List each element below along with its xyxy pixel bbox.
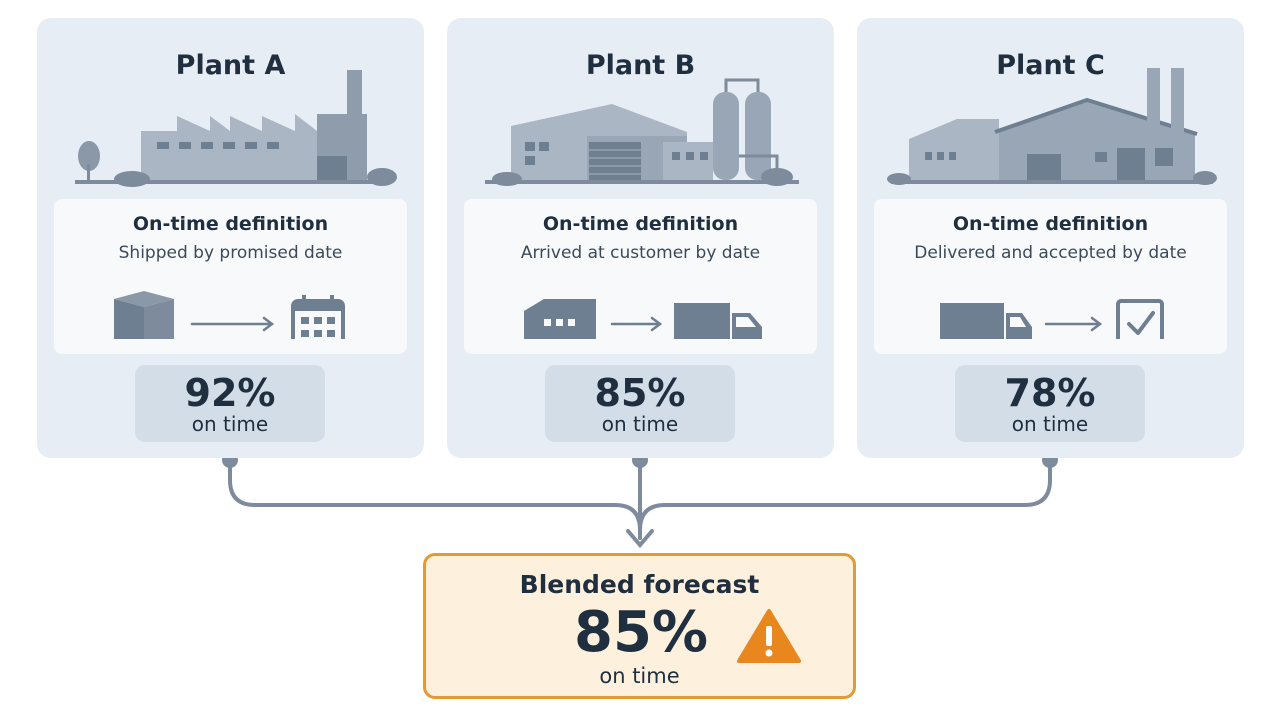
plant-card-b: Plant B On-time definition Arrived at cu…: [447, 18, 834, 458]
on-time-percent: 85%: [594, 371, 686, 415]
forecast-unit: on time: [599, 664, 680, 688]
plant-title: Plant A: [175, 50, 286, 81]
calendar-icon: [291, 295, 345, 339]
on-time-unit: on time: [191, 412, 269, 436]
truck-icon: [674, 303, 762, 339]
checkbox-icon: [1116, 299, 1164, 339]
plant-card-a: Plant A On-time definition Shipped by pr…: [37, 18, 424, 458]
plant-title: Plant C: [996, 50, 1105, 81]
on-time-percent: 78%: [1004, 371, 1096, 415]
on-time-badge: 78% on time: [955, 365, 1145, 442]
on-time-badge: 85% on time: [545, 365, 735, 442]
truck-icon: [940, 303, 1032, 339]
plant-card-c: Plant C On-time definition Delivered and…: [857, 18, 1244, 458]
warehouse-icon: [524, 299, 596, 339]
on-time-unit: on time: [1011, 412, 1089, 436]
on-time-badge: 92% on time: [135, 365, 325, 442]
arrow-right-icon: [610, 316, 663, 332]
blended-forecast-box: Blended forecast 85% on time: [423, 553, 856, 699]
factory-icon: [75, 70, 397, 187]
forecast-percent: 85%: [574, 600, 709, 665]
definition-box: On-time definition Arrived at customer b…: [464, 199, 817, 354]
definition-text: Delivered and accepted by date: [914, 243, 1187, 263]
factory-icon: [485, 78, 799, 186]
definition-box: On-time definition Shipped by promised d…: [54, 199, 407, 354]
arrow-right-icon: [1044, 316, 1103, 332]
on-time-percent: 92%: [184, 371, 276, 415]
on-time-unit: on time: [601, 412, 679, 436]
factory-icon: [887, 68, 1217, 185]
arrow-right-icon: [190, 316, 275, 332]
definition-label: On-time definition: [952, 213, 1149, 235]
box-icon: [114, 291, 174, 339]
warning-icon: [737, 609, 801, 663]
forecast-title: Blended forecast: [519, 570, 760, 599]
definition-text: Arrived at customer by date: [520, 243, 761, 263]
definition-text: Shipped by promised date: [118, 243, 343, 263]
definition-label: On-time definition: [132, 213, 329, 235]
definition-box: On-time definition Delivered and accepte…: [874, 199, 1227, 354]
definition-label: On-time definition: [542, 213, 739, 235]
plant-title: Plant B: [585, 50, 696, 81]
